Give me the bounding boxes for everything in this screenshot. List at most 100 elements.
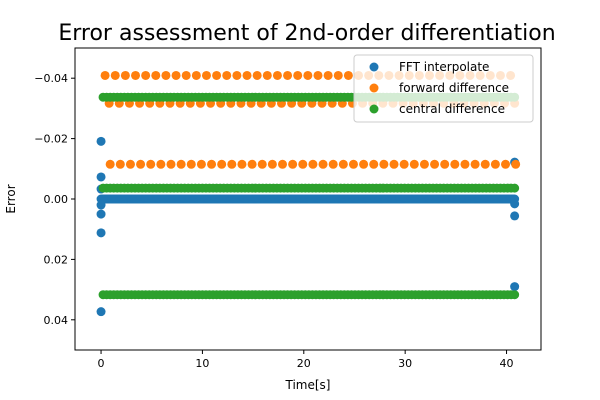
- data-point: [136, 159, 146, 169]
- data-point: [156, 159, 166, 169]
- data-point: [141, 70, 151, 80]
- data-point: [120, 70, 130, 80]
- y-tick-label: 0.04: [44, 314, 69, 327]
- y-tick-label: 0.00: [44, 193, 69, 206]
- y-tick-label: −0.02: [34, 133, 68, 146]
- data-point: [110, 70, 120, 80]
- data-point: [166, 159, 176, 169]
- legend-marker: [369, 83, 379, 93]
- data-point: [191, 70, 201, 80]
- data-point: [313, 70, 323, 80]
- x-tick-label: 40: [500, 357, 514, 370]
- x-tick-label: 20: [297, 357, 311, 370]
- data-point: [222, 70, 232, 80]
- data-point: [242, 70, 252, 80]
- data-point: [272, 70, 282, 80]
- legend-label: central difference: [399, 102, 505, 116]
- data-point: [308, 159, 318, 169]
- data-point: [510, 183, 520, 193]
- x-tick-label: 0: [98, 357, 105, 370]
- data-point: [333, 70, 343, 80]
- data-point: [100, 70, 110, 80]
- data-point: [419, 159, 429, 169]
- data-point: [379, 159, 389, 169]
- data-point: [247, 159, 257, 169]
- data-point: [510, 282, 520, 292]
- data-point: [176, 159, 186, 169]
- data-point: [161, 70, 171, 80]
- legend-marker: [369, 62, 379, 72]
- data-point: [217, 159, 227, 169]
- data-point: [262, 70, 272, 80]
- data-point: [186, 159, 196, 169]
- data-point: [511, 159, 521, 169]
- axis-ticks: 0 10 20 30 40 −0.04 −0.02 0.00 0.02 0.04: [34, 72, 513, 370]
- data-point: [369, 159, 379, 169]
- data-point: [510, 290, 520, 300]
- plot-area: [96, 70, 521, 317]
- data-point: [181, 70, 191, 80]
- data-point: [323, 70, 333, 80]
- data-point: [328, 159, 338, 169]
- data-point: [470, 159, 480, 169]
- x-axis-label: Time[s]: [285, 378, 331, 392]
- data-point: [252, 70, 262, 80]
- data-point: [96, 200, 106, 210]
- data-point: [348, 159, 358, 169]
- data-point: [115, 159, 125, 169]
- data-point: [298, 159, 308, 169]
- data-point: [151, 70, 161, 80]
- data-point: [146, 159, 156, 169]
- legend: FFT interpolate forward difference central…: [353, 54, 534, 123]
- y-tick-label: 0.02: [44, 253, 69, 266]
- data-point: [212, 70, 222, 80]
- data-point: [338, 159, 348, 169]
- series-forward-difference: [100, 70, 521, 169]
- data-point: [207, 159, 217, 169]
- data-point: [96, 209, 106, 219]
- data-point: [318, 159, 328, 169]
- data-point: [105, 159, 115, 169]
- data-point: [460, 159, 470, 169]
- data-point: [125, 159, 135, 169]
- legend-marker: [369, 104, 379, 114]
- data-point: [288, 159, 298, 169]
- data-point: [440, 159, 450, 169]
- chart-title: Error assessment of 2nd-order differenti…: [58, 21, 555, 46]
- data-point: [267, 159, 277, 169]
- legend-label: forward difference: [399, 81, 509, 95]
- data-point: [303, 70, 313, 80]
- data-point: [131, 70, 141, 80]
- data-point: [399, 159, 409, 169]
- y-axis-label: Error: [4, 184, 18, 213]
- data-point: [409, 159, 419, 169]
- data-point: [490, 159, 500, 169]
- y-tick-label: −0.04: [34, 72, 68, 85]
- data-point: [96, 172, 106, 182]
- x-tick-label: 30: [398, 357, 412, 370]
- data-point: [510, 211, 520, 221]
- data-point: [201, 70, 211, 80]
- series-fft-interpolate: [96, 136, 520, 317]
- data-point: [343, 70, 353, 80]
- legend-label: FFT interpolate: [399, 60, 489, 74]
- data-point: [283, 70, 293, 80]
- data-point: [232, 70, 242, 80]
- data-point: [510, 199, 520, 209]
- data-point: [450, 159, 460, 169]
- data-point: [96, 307, 106, 317]
- data-point: [480, 159, 490, 169]
- data-point: [237, 159, 247, 169]
- data-point: [389, 159, 399, 169]
- legend-box: [353, 54, 534, 123]
- data-point: [293, 70, 303, 80]
- data-point: [96, 228, 106, 238]
- data-point: [171, 70, 181, 80]
- data-point: [359, 159, 369, 169]
- data-point: [227, 159, 237, 169]
- x-tick-label: 10: [195, 357, 209, 370]
- data-point: [501, 159, 511, 169]
- data-point: [278, 159, 288, 169]
- data-point: [96, 136, 106, 146]
